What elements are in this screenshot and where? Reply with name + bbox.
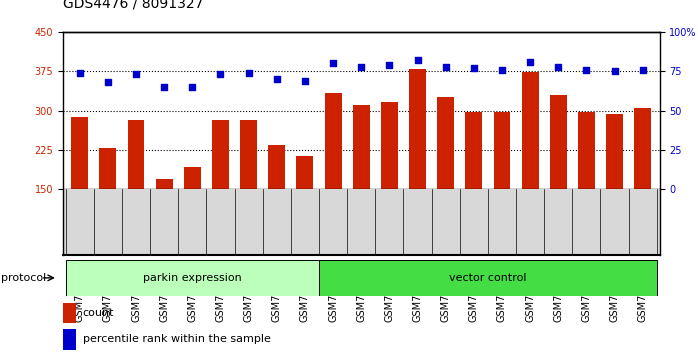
Bar <box>240 120 257 189</box>
Point <box>637 67 648 73</box>
Bar <box>325 93 341 189</box>
Bar <box>156 179 172 189</box>
Bar <box>319 260 657 296</box>
Bar <box>212 120 229 189</box>
Bar <box>578 112 595 189</box>
Point <box>103 79 114 85</box>
Bar <box>128 120 144 189</box>
Point <box>74 70 85 76</box>
Bar <box>63 329 76 349</box>
Bar <box>99 148 117 189</box>
Point <box>412 57 423 63</box>
Point <box>496 67 507 73</box>
Text: parkin expression: parkin expression <box>143 273 242 283</box>
Bar <box>634 108 651 189</box>
Bar <box>409 69 426 189</box>
Point <box>553 64 564 69</box>
Point <box>187 84 198 90</box>
Point <box>215 72 226 77</box>
Bar <box>352 105 370 189</box>
Point <box>327 61 339 66</box>
Bar <box>381 102 398 189</box>
Text: GDS4476 / 8091327: GDS4476 / 8091327 <box>63 0 203 11</box>
Point <box>272 76 283 82</box>
Point <box>440 64 451 69</box>
Text: count: count <box>82 308 114 318</box>
Bar <box>606 114 623 189</box>
Text: vector control: vector control <box>449 273 527 283</box>
Point <box>243 70 254 76</box>
Point <box>355 64 366 69</box>
Bar <box>437 97 454 189</box>
Point <box>524 59 535 65</box>
Point <box>609 68 620 74</box>
Point <box>299 78 311 84</box>
Bar <box>466 112 482 189</box>
Point <box>468 65 480 71</box>
Bar <box>184 167 201 189</box>
Bar <box>521 72 539 189</box>
Bar <box>297 156 313 189</box>
Text: protocol: protocol <box>1 273 47 283</box>
Text: percentile rank within the sample: percentile rank within the sample <box>82 335 270 344</box>
Point <box>384 62 395 68</box>
Bar <box>71 117 88 189</box>
Bar <box>63 303 76 323</box>
Bar <box>550 95 567 189</box>
Bar <box>66 260 319 296</box>
Bar <box>493 112 510 189</box>
Bar <box>268 145 285 189</box>
Point <box>158 84 170 90</box>
Point <box>581 67 592 73</box>
Point <box>131 72 142 77</box>
